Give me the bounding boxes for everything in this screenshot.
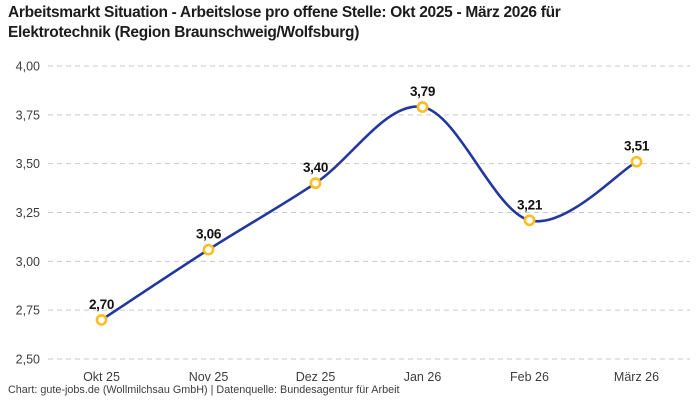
data-point-marker [523, 214, 536, 227]
data-point-marker [95, 314, 108, 326]
x-axis-tick-label: März 26 [614, 370, 659, 384]
x-axis-tick-label: Dez 25 [296, 370, 336, 384]
chart-footer: Chart: gute-jobs.de (Wollmilchsau GmbH) … [8, 384, 400, 396]
y-axis-tick-label: 2,50 [16, 353, 40, 367]
x-axis-tick-label: Nov 25 [189, 370, 229, 384]
x-axis-tick-label: Okt 25 [83, 370, 120, 384]
data-point-marker [416, 101, 429, 113]
data-point-label: 3,40 [303, 160, 328, 175]
data-point-label: 3,79 [410, 84, 435, 99]
data-line [100, 105, 638, 322]
data-point-label: 2,70 [89, 297, 114, 312]
data-point-label: 3,21 [517, 197, 543, 212]
y-axis-tick-label: 3,00 [16, 255, 40, 269]
y-axis-tick-label: 3,50 [16, 157, 40, 171]
data-point-marker [630, 155, 643, 168]
x-axis-tick-label: Jan 26 [404, 370, 442, 384]
data-point-marker [202, 243, 215, 256]
chart-title-line-2: Elektrotechnik (Region Braunschweig/Wolf… [8, 24, 360, 41]
data-point-marker [309, 177, 322, 190]
data-point-label: 3,51 [624, 139, 650, 154]
chart-title-line-1: Arbeitsmarkt Situation - Arbeitslose pro… [8, 4, 561, 21]
y-axis-tick-label: 4,00 [16, 60, 40, 74]
y-axis-tick-label: 2,75 [16, 304, 40, 318]
y-axis-tick-label: 3,25 [16, 206, 40, 220]
data-point-label: 3,06 [196, 227, 222, 242]
x-axis-tick-label: Feb 26 [510, 370, 549, 384]
y-axis-tick-label: 3,75 [16, 108, 40, 122]
chart-title: Arbeitsmarkt Situation - Arbeitslose pro… [8, 3, 696, 43]
